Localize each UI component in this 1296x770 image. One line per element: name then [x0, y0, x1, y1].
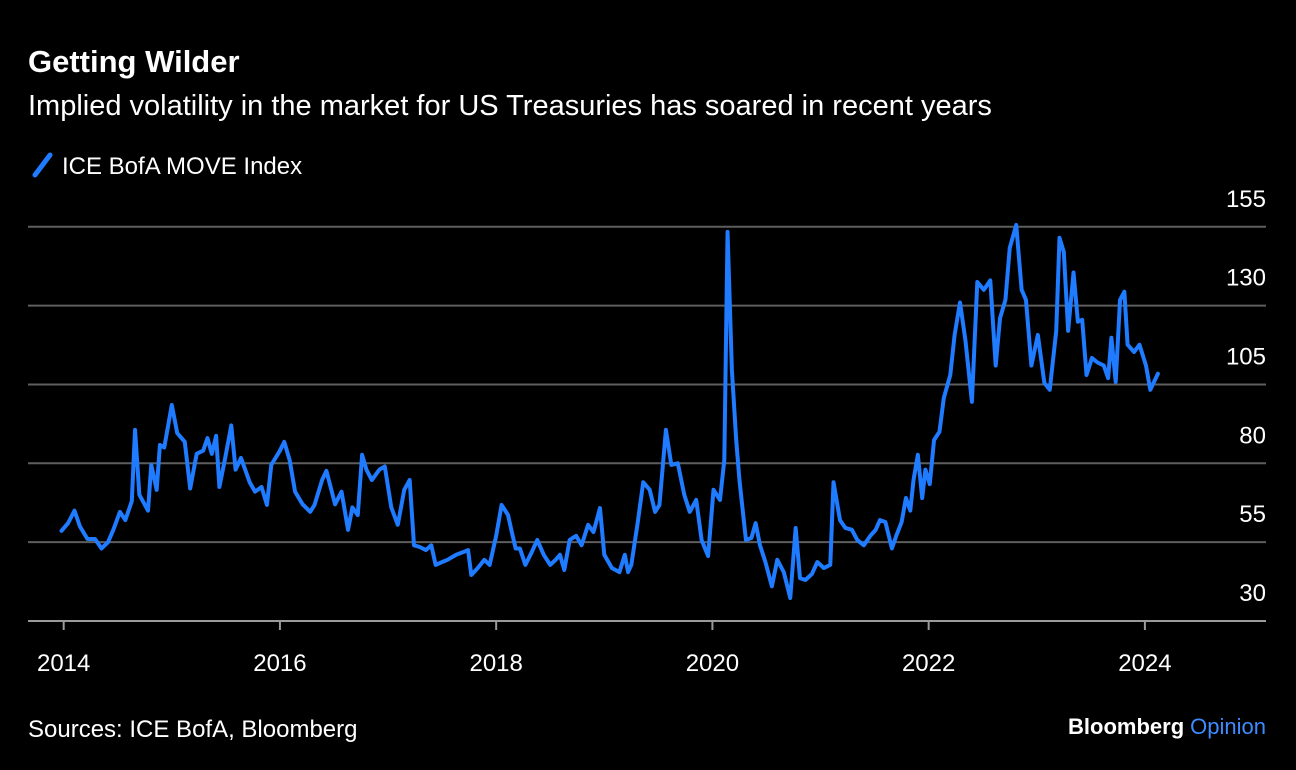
x-tick-label: 2024 [1118, 650, 1171, 677]
data-line [59, 222, 1160, 600]
y-tick-label: 80 [1239, 422, 1266, 449]
brand-name: Bloomberg [1068, 714, 1184, 739]
legend-swatch [32, 152, 53, 178]
source-note: Sources: ICE BofA, Bloomberg [28, 716, 357, 743]
brand-suffix: Opinion [1190, 714, 1266, 739]
x-tick-label: 2018 [469, 650, 522, 677]
y-tick-label: 105 [1226, 343, 1266, 370]
chart-subtitle: Implied volatility in the market for US … [28, 90, 992, 122]
y-tick-label: 30 [1239, 580, 1266, 607]
x-tick-label: 2014 [37, 650, 90, 677]
legend-label: ICE BofA MOVE Index [62, 153, 302, 180]
y-tick-label: 55 [1239, 501, 1266, 528]
x-tick-label: 2020 [686, 650, 739, 677]
chart-title: Getting Wilder [28, 44, 240, 79]
brand-logo: Bloomberg Opinion [1068, 714, 1266, 739]
y-tick-label: 155 [1226, 186, 1266, 213]
y-tick-label: 130 [1226, 265, 1266, 292]
x-tick-label: 2016 [253, 650, 306, 677]
x-tick-label: 2022 [902, 650, 955, 677]
